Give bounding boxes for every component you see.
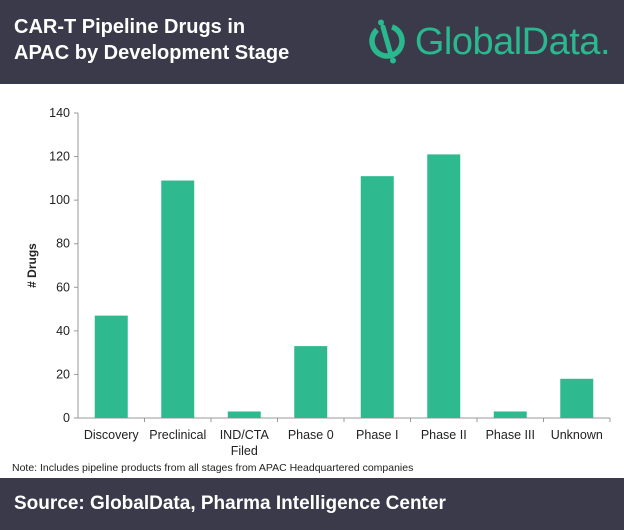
- chart-labels: Discovery Preclinical IND/CTA Filed Phase 0 P…: [84, 428, 603, 458]
- y-tick-label: 80: [56, 237, 70, 251]
- x-tick-label: Preclinical: [149, 428, 206, 442]
- x-tick-label: Phase 0: [288, 428, 334, 442]
- y-tick-label: 0: [63, 411, 70, 425]
- chart-bars: [94, 154, 594, 418]
- title-line-1: CAR-T Pipeline Drugs in: [14, 16, 246, 38]
- x-tick-label: Filed: [231, 444, 258, 458]
- y-tick-label: 120: [49, 150, 70, 164]
- y-tick-label: 60: [56, 280, 70, 294]
- x-tick-label: Phase III: [486, 428, 535, 442]
- x-tick-label: Phase I: [356, 428, 398, 442]
- y-axis-label: # Drugs: [25, 243, 39, 288]
- bar: [560, 378, 594, 418]
- footnote: Note: Includes pipeline products from al…: [12, 462, 414, 474]
- x-tick-label: Discovery: [84, 428, 140, 442]
- y-tick-label: 20: [56, 367, 70, 381]
- x-tick-label: Phase II: [421, 428, 467, 442]
- y-tick-label: 140: [49, 106, 70, 120]
- y-tick-label: 100: [49, 193, 70, 207]
- title-line-2: APAC by Development Stage: [14, 42, 290, 64]
- bar: [227, 411, 261, 418]
- bar: [161, 180, 195, 418]
- chart-axes: 0 20 40 60 80 100 120 140 # Drugs: [25, 106, 611, 425]
- bar: [427, 154, 461, 418]
- bar: [94, 315, 128, 418]
- x-tick-label: IND/CTA: [220, 428, 270, 442]
- bar: [360, 176, 394, 418]
- logo-wordmark: GlobalData.: [414, 20, 611, 63]
- chart-title: CAR-T Pipeline Drugs in APAC by Developm…: [14, 14, 314, 66]
- header-banner: CAR-T Pipeline Drugs in APAC by Developm…: [0, 0, 624, 84]
- bar: [294, 346, 328, 418]
- globaldata-logo-icon: [369, 19, 405, 64]
- source-text: Source: GlobalData, Pharma Intelligence …: [14, 493, 446, 514]
- footer-banner: Source: GlobalData, Pharma Intelligence …: [0, 478, 624, 530]
- y-tick-label: 40: [56, 324, 70, 338]
- globaldata-logo: GlobalData.: [367, 14, 611, 70]
- x-tick-label: Unknown: [551, 428, 603, 442]
- bar: [493, 411, 527, 418]
- bar-chart: 0 20 40 60 80 100 120 140 # Drugs Discovery Precl…: [25, 106, 611, 458]
